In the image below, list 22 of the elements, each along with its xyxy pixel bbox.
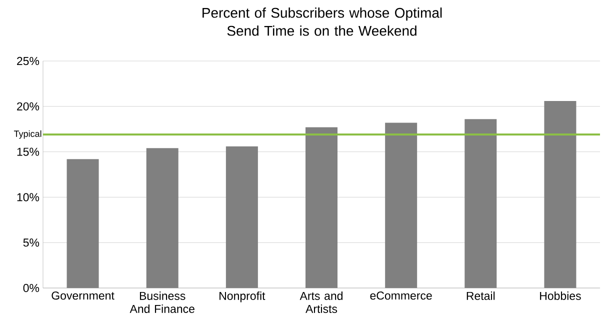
bar bbox=[226, 146, 258, 288]
y-tick-label: 15% bbox=[17, 148, 40, 156]
chart-title: Percent of Subscribers whose Optimal Send Time is on the Weekend bbox=[202, 8, 442, 36]
y-tick-label: 5% bbox=[23, 238, 40, 247]
bar bbox=[66, 159, 99, 288]
bar bbox=[146, 148, 178, 288]
y-tick-label: 25% bbox=[17, 56, 40, 66]
x-tick-label: Nonprofit bbox=[220, 292, 266, 302]
y-tick-label: 10% bbox=[17, 193, 40, 202]
y-tick-label: 0% bbox=[23, 284, 40, 292]
x-tick-label: Business And Finance bbox=[130, 292, 194, 313]
bar bbox=[464, 119, 497, 288]
y-tick-label: 20% bbox=[17, 102, 40, 110]
x-tick-label: Hobbies bbox=[540, 292, 581, 300]
x-tick-label: eCommerce bbox=[370, 292, 432, 300]
ref-line-label: Typical bbox=[14, 130, 42, 139]
x-tick-label: Government bbox=[52, 292, 114, 300]
bar bbox=[385, 122, 418, 288]
bar bbox=[544, 100, 576, 288]
bar bbox=[306, 127, 338, 288]
x-tick-label: Retail bbox=[466, 292, 495, 300]
x-tick-label: Arts and Artists bbox=[300, 292, 342, 313]
